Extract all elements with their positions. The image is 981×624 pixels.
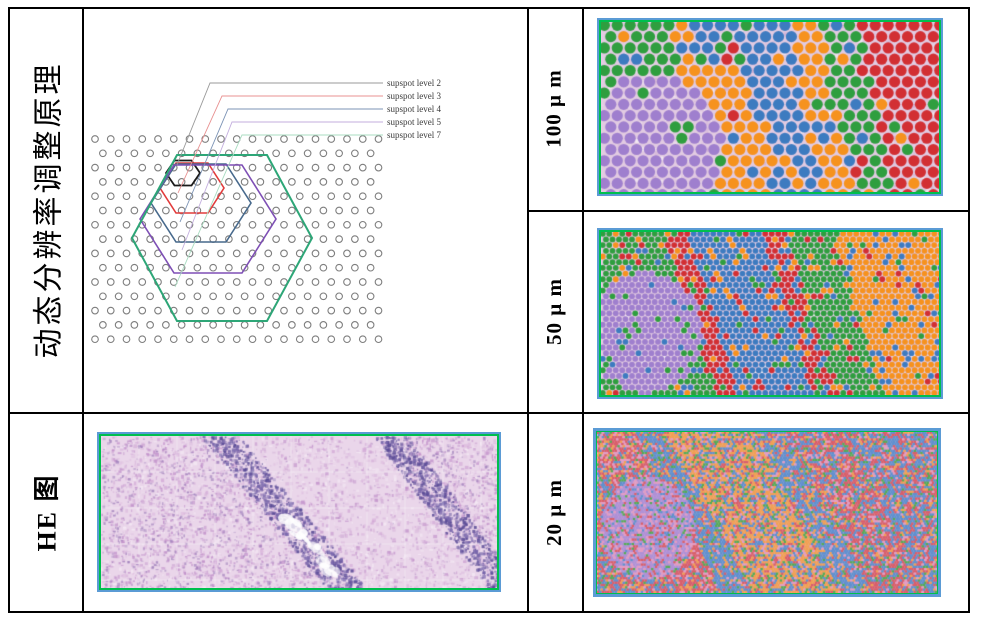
row-header-20um: 20 μ m <box>542 479 566 546</box>
table-hline-right-1 <box>527 210 970 212</box>
svg-text:supspot level 2: supspot level 2 <box>387 78 441 88</box>
row-header-principle: 动态分辨率调整原理 <box>32 61 65 358</box>
svg-text:supspot level 7: supspot level 7 <box>387 130 441 140</box>
row-header-100um-cell: 100 μ m <box>527 7 582 210</box>
panel-50um-frame <box>597 228 943 399</box>
panel-20um-frame <box>593 428 941 597</box>
panel-50um-inner-border <box>599 230 941 397</box>
row-header-50um: 50 μ m <box>542 277 566 345</box>
subspot-level-diagram: supspot level 2 supspot level 3 supspot le… <box>91 78 441 344</box>
svg-text:supspot level 4: supspot level 4 <box>387 104 441 114</box>
panel-he-image <box>101 436 497 588</box>
panel-50um-image <box>601 232 939 395</box>
table-vline-2 <box>527 7 529 613</box>
panel-100um-frame <box>597 18 943 196</box>
row-header-principle-cell: 动态分辨率调整原理 <box>8 7 82 412</box>
panel-20um-inner-border <box>596 431 938 594</box>
panel-he-inner-border <box>99 434 499 590</box>
svg-text:supspot level 3: supspot level 3 <box>387 91 441 101</box>
row-header-100um: 100 μ m <box>542 69 566 148</box>
table-hline-full <box>8 412 970 414</box>
row-header-20um-cell: 20 μ m <box>527 412 582 613</box>
panel-20um-image <box>597 432 937 593</box>
svg-text:supspot level 5: supspot level 5 <box>387 117 441 127</box>
row-header-he-cell: HE 图 <box>8 412 82 613</box>
panel-he-frame <box>97 432 501 592</box>
panel-100um-image <box>601 22 939 192</box>
row-header-he: HE 图 <box>32 473 62 552</box>
panel-100um-inner-border <box>599 20 941 194</box>
table-vline-1 <box>82 7 84 613</box>
row-header-50um-cell: 50 μ m <box>527 210 582 412</box>
table-vline-3 <box>582 7 584 613</box>
table-outer-border <box>8 7 970 613</box>
